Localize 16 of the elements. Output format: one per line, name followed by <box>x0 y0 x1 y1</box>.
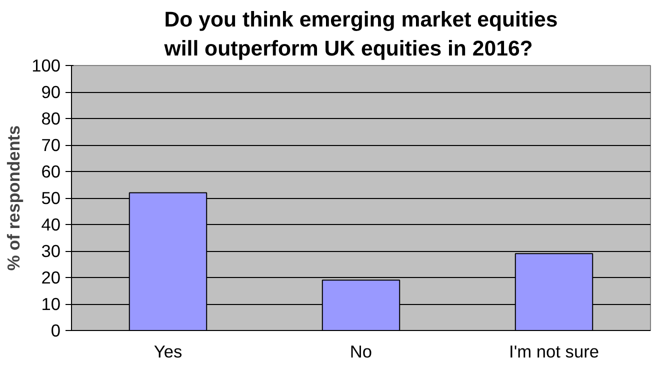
x-tick-label: Yes <box>154 342 182 362</box>
y-tick-label: 90 <box>41 82 61 102</box>
y-tick-label: 60 <box>41 162 61 182</box>
y-tick-label: 70 <box>41 135 61 155</box>
y-tick-label: 30 <box>41 241 61 261</box>
x-tick-label: I'm not sure <box>509 342 599 362</box>
chart-title: Do you think emerging market equities will outperform UK equities in 2016? <box>163 8 558 60</box>
y-tick-label: 10 <box>41 294 61 314</box>
y-tick-label: 20 <box>41 268 61 288</box>
y-tick-label: 80 <box>41 108 61 128</box>
y-tick-label: 0 <box>50 320 61 340</box>
y-tick-label: 40 <box>41 214 61 234</box>
y-tick-label: 100 <box>32 56 61 76</box>
x-tick-label: No <box>350 342 372 362</box>
y-axis-title: % of respondents <box>4 125 24 271</box>
y-tick-label: 50 <box>41 188 61 208</box>
